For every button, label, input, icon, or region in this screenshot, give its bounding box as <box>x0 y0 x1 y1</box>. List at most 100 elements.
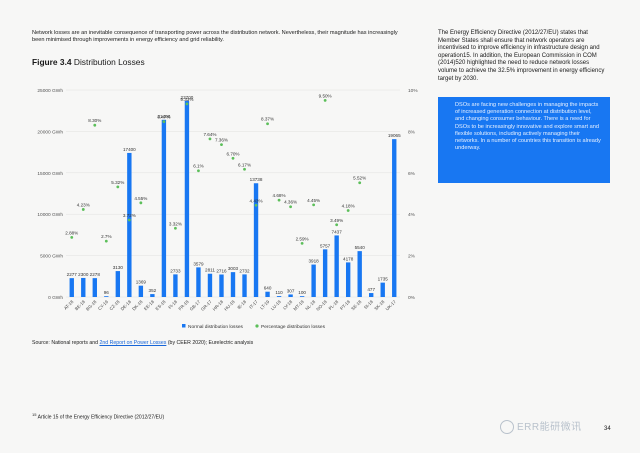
x-tick-label: DE-18 <box>120 299 133 312</box>
figure-number: Figure 3.4 <box>32 57 72 67</box>
point-value-label: 4.45% <box>307 198 320 203</box>
y-left-tick-label: 10000 GWh <box>37 212 63 218</box>
bar-value-label: 2277 <box>67 272 78 277</box>
x-tick-label: UK-17 <box>385 299 398 312</box>
x-tick-label: MT-18 <box>292 299 305 312</box>
x-tick-label: SK-18 <box>373 299 386 312</box>
point-value-label: 9.33% <box>180 97 193 102</box>
y-right-tick-label: 2% <box>408 254 416 260</box>
bar <box>92 278 97 297</box>
bar <box>138 285 144 297</box>
bar <box>276 296 282 297</box>
point-value-label: 6.1% <box>193 164 203 169</box>
figure-title-text: Distribution Losses <box>73 57 145 67</box>
source-report-link[interactable]: 2nd Report on Power Losses <box>99 340 167 346</box>
x-tick-label: HU-18 <box>223 299 236 312</box>
bar-value-label: 19065 <box>388 133 401 138</box>
data-point <box>346 209 350 212</box>
dso-callout-box: DSOs are facing new challenges in managi… <box>438 97 610 183</box>
bar <box>184 100 190 297</box>
data-point <box>127 218 131 222</box>
point-value-label: 8.37% <box>261 117 274 122</box>
y-left-tick-label: 0 GWh <box>48 295 63 301</box>
x-tick-label: DK-18 <box>131 299 144 312</box>
bar <box>127 152 132 297</box>
data-point <box>197 169 200 173</box>
bar-value-label: 2811 <box>205 268 215 273</box>
bar <box>150 294 155 297</box>
bar-value-label: 3003 <box>228 266 239 271</box>
x-tick-label: GR-17 <box>200 299 213 312</box>
x-tick-label: CY-19 <box>97 299 109 311</box>
bar <box>219 274 224 297</box>
data-point <box>70 235 74 239</box>
bar <box>288 294 293 297</box>
x-tick-label: ES-18 <box>154 299 167 312</box>
data-point <box>139 201 143 205</box>
wechat-icon <box>500 420 514 435</box>
bar-value-label: 3579 <box>193 261 204 266</box>
bar <box>161 119 167 297</box>
x-tick-label: FR-18 <box>177 299 190 312</box>
bar-value-label: 3130 <box>113 265 124 270</box>
bar-value-label: 640 <box>264 286 272 291</box>
x-tick-label: BE-18 <box>74 299 87 312</box>
x-tick-label: PT-18 <box>339 299 351 311</box>
point-value-label: 8.47% <box>157 115 170 120</box>
data-point <box>312 203 316 207</box>
legend-swatch-bar <box>182 324 186 328</box>
data-point <box>243 167 246 171</box>
x-tick-label: FI-18 <box>167 299 178 310</box>
x-tick-label: IT-17 <box>248 299 259 310</box>
point-value-label: 4.23% <box>77 202 90 207</box>
data-point <box>277 198 281 202</box>
point-value-label: 8.30% <box>88 118 101 123</box>
bar-value-label: 2716 <box>216 269 227 274</box>
data-point <box>358 181 362 185</box>
footnote-text: Article 15 of the Energy Efficiency Dire… <box>37 414 165 421</box>
directive-paragraph: The Energy Efficiency Directive (2012/27… <box>438 30 605 82</box>
bar-value-label: 2300 <box>78 272 89 277</box>
bar <box>207 273 213 297</box>
figure-title: Figure 3.4 Distribution Losses <box>32 57 145 67</box>
bar <box>334 235 339 297</box>
bar-value-label: 17400 <box>123 147 136 152</box>
bar <box>357 251 362 297</box>
source-suffix: (by CEER 2020); Eurelectric analysis <box>166 340 254 346</box>
x-tick-label: SE-18 <box>350 299 363 312</box>
source-prefix: Source: National reports and <box>32 340 100 346</box>
point-value-label: 4.18% <box>342 203 355 208</box>
y-left-tick-label: 20000 GWh <box>37 129 63 135</box>
bar-value-label: 5540 <box>355 245 366 250</box>
bar <box>104 296 109 297</box>
data-point <box>300 241 304 245</box>
data-point <box>266 122 269 126</box>
x-tick-label: HR-18 <box>212 299 225 312</box>
y-left-tick-label: 25000 GWh <box>37 88 63 94</box>
bar-value-label: 7437 <box>332 229 343 234</box>
data-point <box>174 226 177 230</box>
point-value-label: 3.49% <box>330 218 343 223</box>
point-value-label: 7.36% <box>215 138 228 143</box>
point-value-label: 6.17% <box>238 162 251 167</box>
point-value-label: 4.68% <box>273 193 286 198</box>
legend-label-bar: Normal distribution losses <box>188 324 244 330</box>
bar-value-label: 352 <box>149 288 157 293</box>
bar-value-label: 477 <box>367 287 375 292</box>
bar <box>253 183 259 297</box>
y-left-tick-label: 15000 GWh <box>37 171 63 177</box>
point-value-label: 3.72% <box>123 213 136 218</box>
footnote: 15 Article 15 of the Energy Efficiency D… <box>32 412 164 421</box>
bar-value-label: 96 <box>104 290 110 295</box>
bar-value-label: 5757 <box>320 243 331 248</box>
data-point <box>323 98 327 102</box>
x-tick-label: EE-18 <box>143 299 156 312</box>
watermark-text: ERR能研微讯 <box>517 422 582 433</box>
data-point <box>208 137 212 141</box>
point-value-label: 2.88% <box>65 230 78 235</box>
bar <box>230 272 236 297</box>
point-value-label: 4.36% <box>284 200 297 205</box>
point-value-label: 4.43% <box>250 198 263 203</box>
x-tick-label: GB-17 <box>189 299 202 312</box>
point-value-label: 6.70% <box>226 151 239 156</box>
